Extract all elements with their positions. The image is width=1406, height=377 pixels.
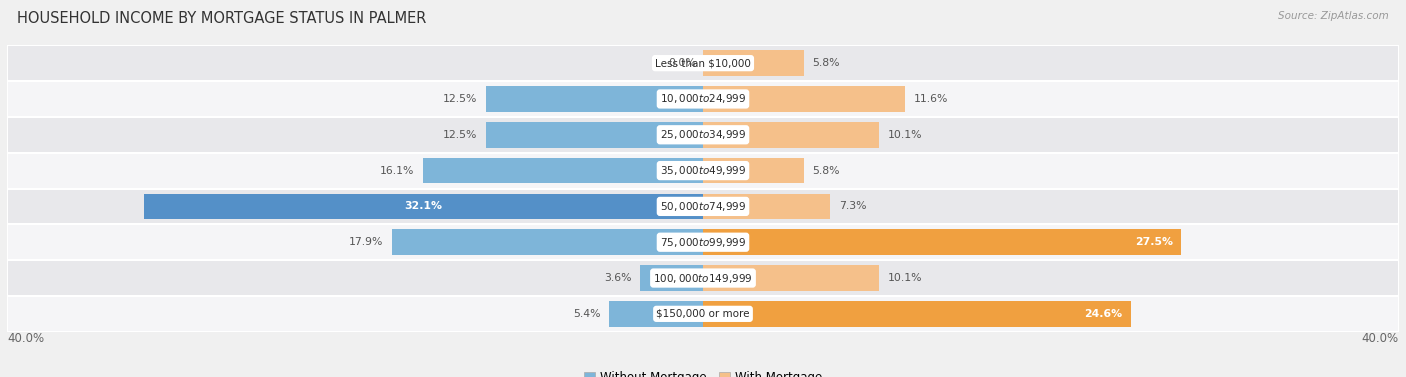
- Text: $25,000 to $34,999: $25,000 to $34,999: [659, 128, 747, 141]
- Text: $35,000 to $49,999: $35,000 to $49,999: [659, 164, 747, 177]
- Text: 32.1%: 32.1%: [405, 201, 443, 211]
- Bar: [7, 117, 1399, 153]
- Text: 27.5%: 27.5%: [1135, 237, 1173, 247]
- Text: Source: ZipAtlas.com: Source: ZipAtlas.com: [1278, 11, 1389, 21]
- Text: 0.0%: 0.0%: [668, 58, 696, 68]
- Legend: Without Mortgage, With Mortgage: Without Mortgage, With Mortgage: [579, 366, 827, 377]
- Bar: [145, 193, 703, 219]
- Text: $75,000 to $99,999: $75,000 to $99,999: [659, 236, 747, 249]
- Bar: [703, 301, 1130, 327]
- Bar: [703, 158, 804, 184]
- Bar: [7, 296, 1399, 332]
- Text: 11.6%: 11.6%: [914, 94, 948, 104]
- Text: 5.8%: 5.8%: [813, 58, 841, 68]
- Bar: [703, 86, 905, 112]
- Bar: [7, 224, 1399, 260]
- Text: $50,000 to $74,999: $50,000 to $74,999: [659, 200, 747, 213]
- Text: 10.1%: 10.1%: [887, 130, 922, 140]
- Text: 12.5%: 12.5%: [443, 130, 477, 140]
- Text: 17.9%: 17.9%: [349, 237, 382, 247]
- Bar: [485, 86, 703, 112]
- Bar: [703, 193, 830, 219]
- Text: HOUSEHOLD INCOME BY MORTGAGE STATUS IN PALMER: HOUSEHOLD INCOME BY MORTGAGE STATUS IN P…: [17, 11, 426, 26]
- Text: 40.0%: 40.0%: [7, 332, 44, 345]
- Bar: [391, 229, 703, 255]
- Bar: [703, 229, 1181, 255]
- Bar: [7, 45, 1399, 81]
- Bar: [703, 50, 804, 76]
- Text: 5.4%: 5.4%: [572, 309, 600, 319]
- Bar: [7, 81, 1399, 117]
- Text: 5.8%: 5.8%: [813, 166, 841, 176]
- Bar: [7, 153, 1399, 188]
- Text: 12.5%: 12.5%: [443, 94, 477, 104]
- Bar: [485, 122, 703, 148]
- Text: 7.3%: 7.3%: [839, 201, 866, 211]
- Text: 24.6%: 24.6%: [1084, 309, 1122, 319]
- Text: Less than $10,000: Less than $10,000: [655, 58, 751, 68]
- Text: 10.1%: 10.1%: [887, 273, 922, 283]
- Text: 3.6%: 3.6%: [605, 273, 631, 283]
- Text: $10,000 to $24,999: $10,000 to $24,999: [659, 92, 747, 106]
- Bar: [703, 122, 879, 148]
- Bar: [640, 265, 703, 291]
- Bar: [7, 260, 1399, 296]
- Bar: [703, 265, 879, 291]
- Text: 16.1%: 16.1%: [380, 166, 415, 176]
- Text: 40.0%: 40.0%: [1362, 332, 1399, 345]
- Text: $100,000 to $149,999: $100,000 to $149,999: [654, 271, 752, 285]
- Bar: [423, 158, 703, 184]
- Text: $150,000 or more: $150,000 or more: [657, 309, 749, 319]
- Bar: [7, 188, 1399, 224]
- Bar: [609, 301, 703, 327]
